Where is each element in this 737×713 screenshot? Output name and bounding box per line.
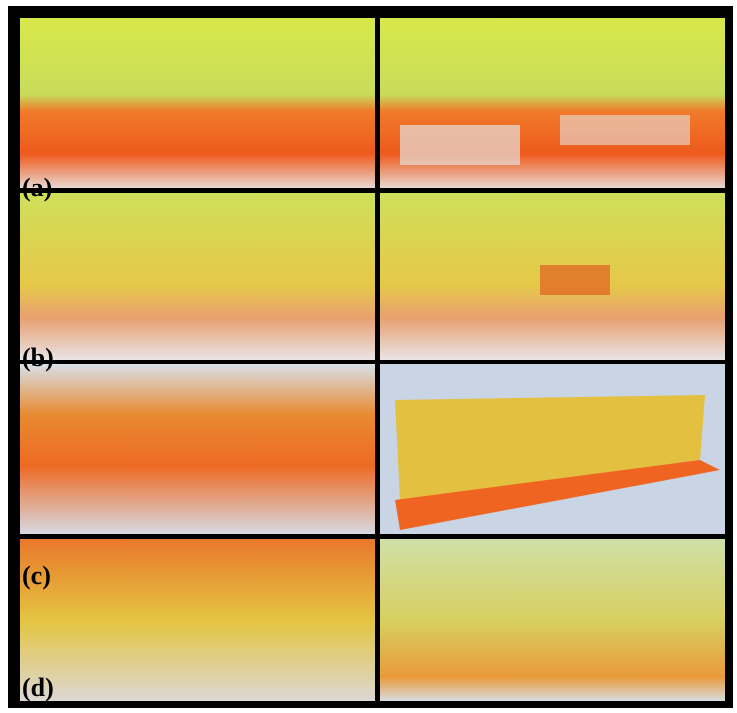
panel-label: (b) [22, 343, 54, 372]
floor-patch [400, 125, 520, 165]
panel [20, 193, 375, 360]
panel [20, 364, 375, 534]
floor-patch [560, 115, 690, 145]
panel-label: (d) [22, 673, 54, 702]
panel [20, 539, 375, 701]
panel-label: (a) [22, 173, 52, 202]
panel-label: (c) [22, 561, 51, 590]
figure: (a) (b) (c) (d) [0, 0, 737, 713]
panel [380, 539, 725, 701]
panel [20, 18, 375, 188]
stage-detail [540, 265, 610, 295]
